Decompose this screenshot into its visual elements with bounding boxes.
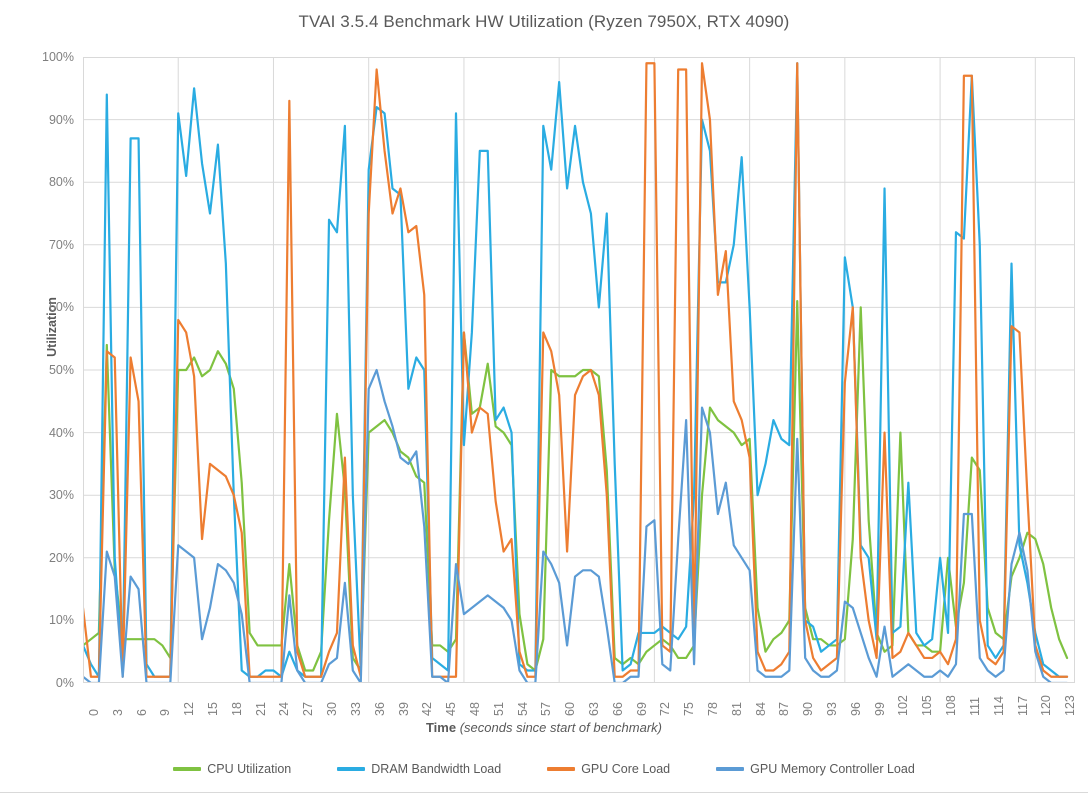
y-tick-label: 100%	[42, 49, 74, 64]
plot-area	[83, 57, 1075, 683]
x-tick-label: 42	[420, 702, 435, 716]
x-axis-title-bold: Time	[425, 720, 457, 735]
y-tick-label: 10%	[48, 613, 74, 628]
x-tick-label: 24	[277, 702, 292, 716]
x-tick-label: 63	[586, 702, 601, 716]
legend-swatch-icon	[547, 767, 576, 771]
x-tick-label: 48	[467, 702, 482, 716]
x-tick-label: 99	[872, 702, 887, 716]
bottom-divider	[0, 792, 1088, 793]
legend-item[interactable]: DRAM Bandwidth Load	[337, 762, 501, 776]
series-lines	[83, 63, 1067, 683]
x-tick-label: 72	[658, 702, 673, 716]
x-tick-label: 111	[967, 696, 982, 716]
y-tick-label: 20%	[48, 550, 74, 565]
x-tick-label: 81	[729, 702, 744, 716]
legend-label: GPU Memory Controller Load	[750, 762, 915, 776]
series-line-1	[83, 63, 1067, 676]
y-tick-label: 80%	[48, 174, 74, 189]
legend-swatch-icon	[173, 767, 202, 771]
legend-item[interactable]: GPU Memory Controller Load	[716, 762, 915, 776]
x-tick-label: 114	[991, 696, 1006, 716]
y-tick-label: 70%	[48, 237, 74, 252]
x-tick-label: 39	[396, 702, 411, 716]
x-tick-label: 123	[1063, 695, 1078, 716]
x-tick-label: 30	[325, 702, 340, 716]
legend-item[interactable]: CPU Utilization	[173, 762, 291, 776]
x-tick-label: 84	[753, 702, 768, 716]
x-tick-label: 87	[777, 702, 792, 716]
x-tick-label: 105	[920, 695, 935, 716]
x-tick-label: 57	[539, 702, 554, 716]
legend-label: DRAM Bandwidth Load	[371, 762, 502, 776]
x-tick-label: 12	[182, 702, 197, 716]
series-line-2	[83, 63, 1067, 676]
x-tick-label: 27	[301, 702, 316, 716]
x-tick-label: 93	[825, 702, 840, 716]
y-tick-label: 60%	[48, 300, 74, 315]
y-tick-label: 30%	[48, 487, 74, 502]
series-line-0	[83, 301, 1067, 670]
plot-border	[83, 57, 1075, 683]
x-axis-title-italic: (seconds since start of benchmark)	[459, 720, 663, 735]
x-tick-label: 9	[158, 709, 173, 716]
x-tick-label: 117	[1015, 696, 1030, 716]
x-tick-label: 0	[87, 709, 101, 716]
x-tick-label: 45	[444, 702, 459, 716]
x-tick-label: 36	[372, 702, 387, 716]
y-tick-label: 90%	[48, 112, 74, 127]
x-tick-label: 75	[682, 702, 697, 716]
y-tick-label: 0%	[55, 675, 74, 690]
x-axis-title: Time (seconds since start of benchmark)	[0, 720, 1088, 735]
x-tick-label: 33	[348, 702, 363, 716]
x-tick-label: 15	[206, 702, 221, 716]
x-tick-label: 6	[134, 709, 149, 716]
x-tick-label: 18	[229, 702, 244, 716]
plot-svg	[83, 57, 1075, 683]
x-tick-label: 78	[706, 702, 720, 716]
x-tick-label: 66	[610, 702, 625, 716]
legend-swatch-icon	[337, 767, 366, 771]
x-tick-label: 54	[515, 702, 530, 716]
x-tick-label: 51	[491, 702, 506, 716]
series-line-3	[83, 370, 1067, 683]
x-tick-label: 60	[563, 702, 578, 716]
x-axis-tick-labels: 0 3 6 9 12 15 18 21 24 27 30 33 36 39 42 45 48 51 54 57 60 63…	[83, 686, 1078, 720]
y-tick-label: 50%	[48, 362, 74, 377]
chart-title: TVAI 3.5.4 Benchmark HW Utilization (Ryz…	[298, 12, 790, 31]
x-tick-label: 120	[1039, 695, 1054, 716]
x-tick-label: 69	[634, 702, 649, 716]
legend-label: GPU Core Load	[581, 762, 671, 776]
chart-legend: CPU Utilization DRAM Bandwidth Load GPU Co…	[0, 762, 1088, 776]
x-tick-label: 108	[944, 695, 959, 716]
legend-swatch-icon	[716, 767, 745, 771]
x-tick-label: 21	[253, 702, 268, 716]
x-tick-label: 90	[801, 702, 816, 716]
x-tick-label: 3	[110, 709, 125, 716]
y-tick-label: 40%	[48, 425, 74, 440]
x-tick-label: 96	[848, 702, 863, 716]
legend-label: CPU Utilization	[207, 762, 292, 776]
x-tick-label: 102	[896, 695, 911, 716]
legend-item[interactable]: GPU Core Load	[547, 762, 670, 776]
